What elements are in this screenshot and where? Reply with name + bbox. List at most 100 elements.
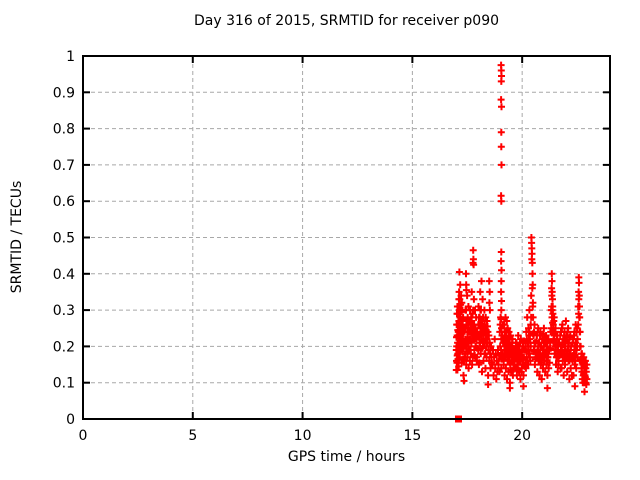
gridlines — [84, 57, 609, 418]
data-point-plus — [507, 368, 515, 376]
data-point-plus — [497, 143, 505, 151]
data-point-plus — [536, 371, 543, 379]
data-point-plus — [575, 292, 583, 300]
data-point-plus — [475, 303, 482, 310]
data-point-plus — [538, 375, 546, 383]
y-tick-label: 0.6 — [53, 194, 75, 210]
data-point-plus — [456, 281, 464, 289]
data-point-plus — [455, 268, 463, 276]
x-tick-label: 5 — [188, 428, 197, 444]
data-point-plus — [497, 128, 505, 136]
data-point-plus — [575, 279, 583, 287]
data-point-plus — [486, 339, 494, 347]
data-point-plus — [529, 281, 537, 289]
data-point-plus — [526, 357, 534, 365]
data-point-plus — [497, 248, 505, 256]
data-point-plus — [500, 361, 508, 369]
data-point-plus — [507, 332, 514, 339]
data-point-plus — [513, 371, 521, 379]
data-point-plus — [572, 339, 580, 347]
x-tick-label: 15 — [403, 428, 421, 444]
data-point-plus — [576, 313, 584, 321]
data-point-plus — [501, 371, 509, 379]
data-point-plus — [478, 368, 486, 376]
data-point-plus — [543, 384, 551, 392]
data-point-plus — [479, 295, 487, 303]
x-tick-label: 20 — [513, 428, 531, 444]
y-tick-label: 0.8 — [53, 122, 75, 138]
data-point-plus — [462, 361, 470, 369]
y-tick-label: 0.4 — [53, 267, 75, 283]
data-point-plus — [475, 359, 483, 367]
data-point-plus — [482, 313, 490, 321]
data-point-plus — [548, 288, 556, 296]
data-point-plus — [468, 317, 476, 325]
data-point-plus — [493, 357, 501, 365]
data-point-plus — [574, 335, 581, 343]
data-point-plus — [514, 332, 522, 339]
data-point-plus — [524, 361, 532, 369]
data-point-plus — [484, 381, 492, 388]
data-point-plus — [502, 364, 510, 372]
x-tick-label: 10 — [294, 428, 312, 444]
data-point-plus — [487, 342, 495, 350]
data-point-plus — [541, 368, 549, 376]
tick-marks — [82, 55, 610, 420]
data-point-plus — [503, 375, 511, 383]
data-point-plus — [476, 288, 484, 296]
data-point-plus — [506, 384, 514, 392]
data-point-plus — [486, 288, 494, 296]
data-point-plus — [489, 361, 496, 369]
data-point-plus — [490, 371, 498, 379]
y-tick-label: 0.3 — [53, 303, 75, 319]
data-point-plus — [576, 303, 583, 310]
data-point-plus — [505, 328, 513, 336]
data-point-plus — [525, 306, 533, 314]
data-point-plus — [564, 324, 572, 332]
data-point-plus — [466, 357, 474, 365]
chart-title: Day 316 of 2015, SRMTID for receiver p09… — [193, 13, 500, 29]
data-point-plus — [478, 277, 485, 285]
data-point-plus — [583, 375, 591, 383]
data-point-plus — [497, 315, 505, 323]
data-point-plus — [504, 324, 512, 332]
data-point-plus — [498, 297, 505, 305]
data-point-plus — [540, 324, 548, 332]
data-point-plus — [485, 277, 493, 285]
series-srmtid — [452, 61, 591, 396]
data-point-plus — [498, 266, 505, 274]
data-point-plus — [498, 161, 505, 169]
y-tick-label: 0.2 — [53, 339, 75, 355]
data-point-plus — [467, 350, 475, 358]
data-point-plus — [509, 335, 516, 343]
data-point-plus — [529, 270, 536, 278]
data-point-plus — [486, 306, 494, 314]
data-point-plus — [580, 353, 588, 361]
data-point-plus — [571, 382, 579, 390]
data-point-plus — [549, 303, 557, 310]
data-point-plus — [497, 197, 505, 205]
data-point-plus — [550, 313, 558, 321]
data-point-plus — [470, 295, 478, 303]
data-point-plus — [570, 371, 577, 379]
data-point-plus — [543, 371, 551, 379]
data-point-plus — [574, 321, 582, 329]
data-point-plus — [460, 377, 468, 385]
data-point-plus — [468, 361, 476, 369]
data-point-plus — [529, 299, 537, 307]
data-point-plus — [520, 382, 527, 390]
data-point-plus — [528, 259, 536, 267]
data-point-plus — [548, 277, 556, 285]
data-point-plus — [468, 288, 476, 296]
data-point-plus — [549, 295, 556, 303]
data-point-plus — [582, 368, 590, 376]
data-point-plus — [527, 292, 535, 300]
y-tick-label: 0 — [66, 412, 75, 428]
data-point-plus — [464, 303, 472, 310]
data-point-plus — [491, 364, 499, 372]
data-point-plus — [455, 362, 463, 370]
data-point-plus — [529, 313, 537, 321]
data-point-plus — [548, 270, 556, 278]
data-point-plus — [558, 364, 565, 372]
data-point-plus — [485, 332, 493, 339]
